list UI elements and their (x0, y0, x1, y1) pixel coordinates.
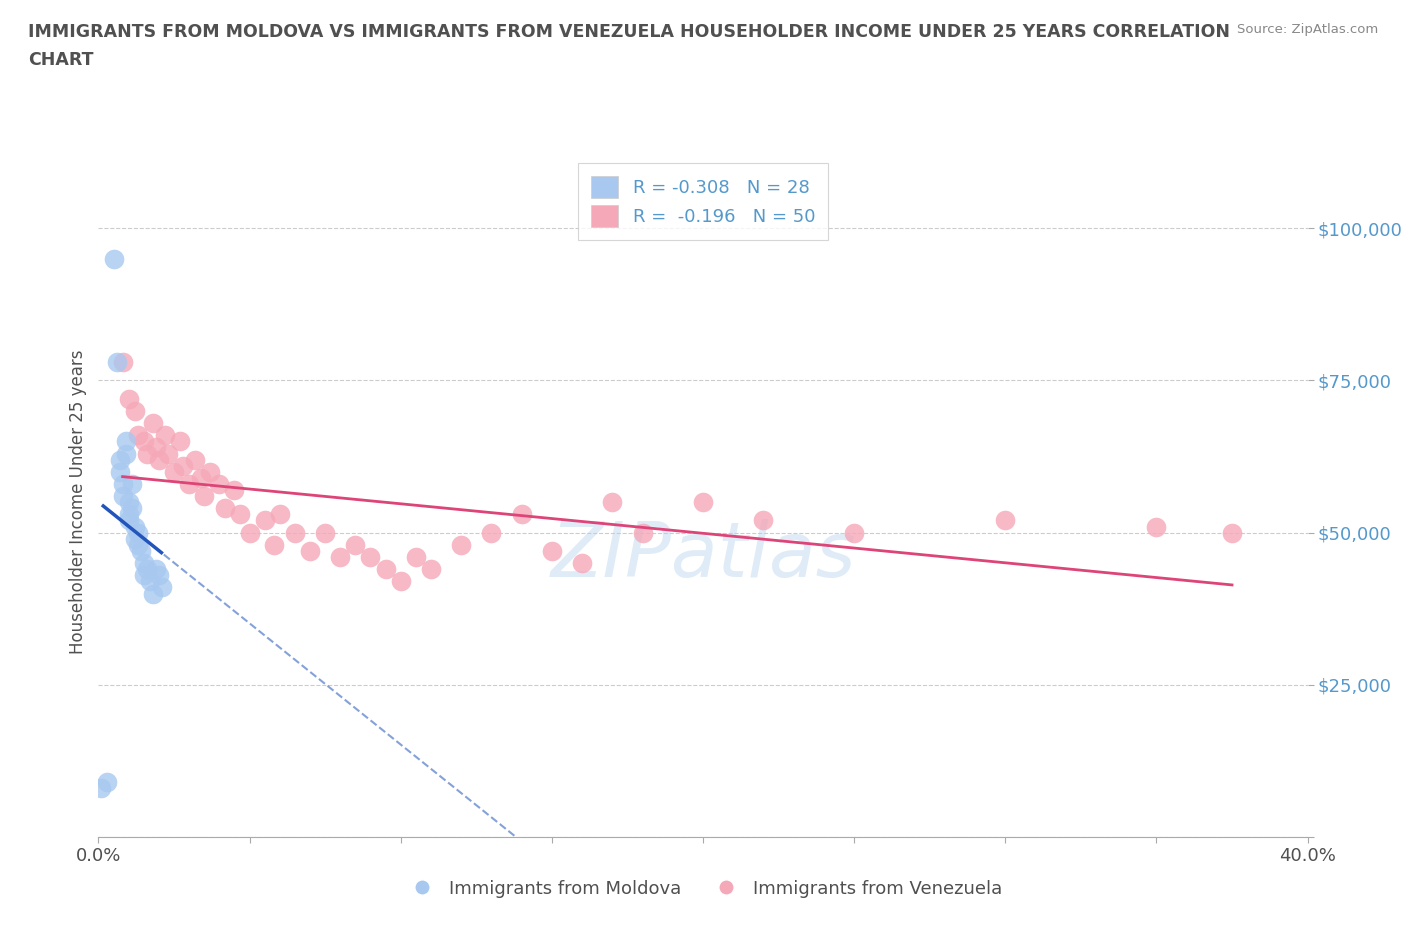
Text: IMMIGRANTS FROM MOLDOVA VS IMMIGRANTS FROM VENEZUELA HOUSEHOLDER INCOME UNDER 25: IMMIGRANTS FROM MOLDOVA VS IMMIGRANTS FR… (28, 23, 1230, 41)
Point (129, 543, 152, 558)
Point (118, 507, 141, 522)
Point (135, 446, 157, 461)
Point (118, 495, 141, 510)
Point (571, 555, 593, 570)
Text: Source: ZipAtlas.com: Source: ZipAtlas.com (1237, 23, 1378, 36)
Point (329, 550, 352, 565)
Point (114, 434, 136, 449)
Point (692, 495, 714, 510)
Point (132, 568, 155, 583)
Point (163, 464, 186, 479)
Point (450, 538, 472, 552)
Point (121, 501, 143, 516)
Point (103, 251, 125, 266)
Point (111, 354, 134, 369)
Point (142, 586, 165, 601)
Point (374, 562, 396, 577)
Point (239, 525, 262, 540)
Point (153, 428, 176, 443)
Point (269, 507, 291, 522)
Point (177, 476, 201, 491)
Point (844, 525, 866, 540)
Point (96, 775, 118, 790)
Point (108, 452, 131, 467)
Point (105, 354, 128, 369)
Point (299, 543, 322, 558)
Point (169, 434, 191, 449)
Point (752, 513, 775, 528)
Point (114, 446, 136, 461)
Legend: Immigrants from Moldova, Immigrants from Venezuela: Immigrants from Moldova, Immigrants from… (396, 872, 1010, 905)
Point (602, 495, 624, 510)
Point (142, 416, 165, 431)
Point (127, 538, 149, 552)
Point (510, 507, 533, 522)
Point (172, 458, 194, 473)
Point (193, 488, 215, 503)
Point (1220, 525, 1243, 540)
Point (124, 531, 146, 546)
Point (108, 464, 131, 479)
Text: CHART: CHART (28, 51, 94, 69)
Point (132, 434, 155, 449)
Point (127, 428, 149, 443)
Point (145, 440, 167, 455)
Point (135, 562, 157, 577)
Point (224, 483, 246, 498)
Text: ZIPatlas: ZIPatlas (550, 519, 856, 592)
Point (190, 471, 212, 485)
Point (148, 568, 170, 583)
Point (184, 452, 207, 467)
Point (139, 574, 162, 589)
Point (90, 781, 112, 796)
Point (994, 513, 1017, 528)
Point (389, 574, 412, 589)
Point (111, 488, 134, 503)
Point (118, 392, 141, 406)
Point (127, 525, 149, 540)
Point (124, 519, 146, 534)
Point (344, 538, 367, 552)
Point (132, 555, 155, 570)
Point (360, 550, 382, 565)
Point (540, 543, 562, 558)
Point (156, 446, 179, 461)
Point (148, 452, 170, 467)
Point (124, 404, 146, 418)
Point (200, 464, 222, 479)
Point (150, 580, 173, 595)
Point (419, 562, 441, 577)
Point (263, 538, 285, 552)
Point (111, 476, 134, 491)
Point (314, 525, 336, 540)
Point (214, 501, 236, 516)
Point (631, 525, 654, 540)
Point (118, 513, 141, 528)
Point (145, 562, 167, 577)
Point (1144, 519, 1167, 534)
Point (284, 525, 307, 540)
Point (405, 550, 427, 565)
Point (481, 525, 503, 540)
Point (121, 476, 143, 491)
Point (253, 513, 276, 528)
Point (208, 476, 231, 491)
Point (229, 507, 252, 522)
Y-axis label: Householder Income Under 25 years: Householder Income Under 25 years (69, 350, 87, 655)
